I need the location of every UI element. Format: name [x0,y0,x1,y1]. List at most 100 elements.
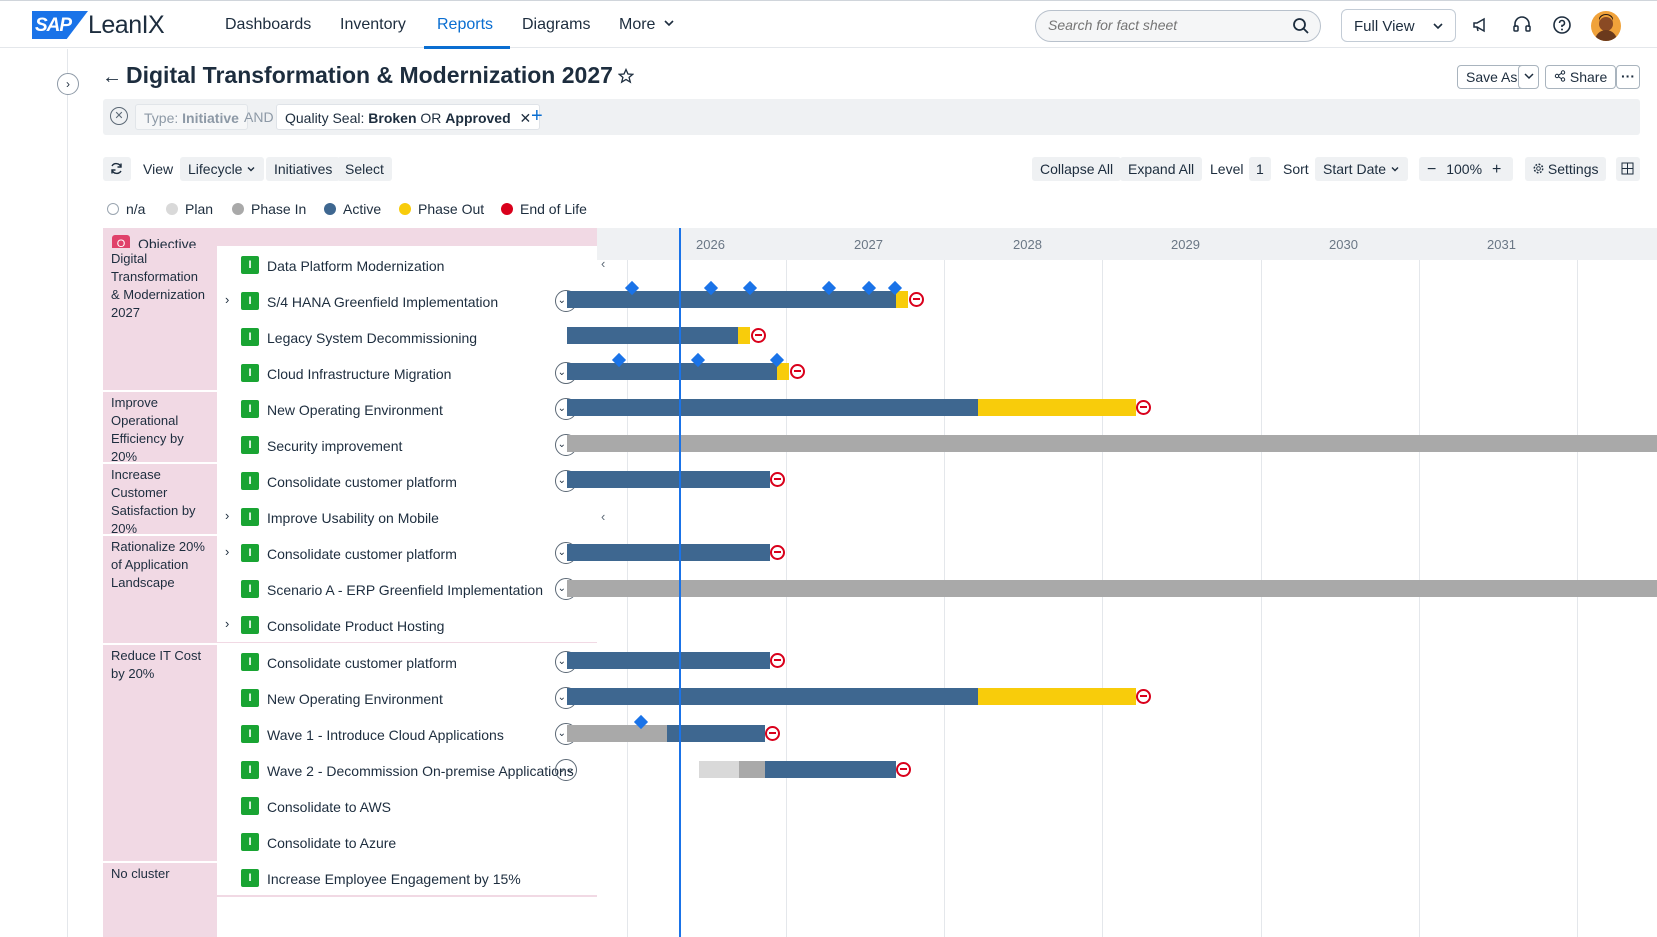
collapse-left-icon[interactable]: ‹ [601,509,606,524]
search-icon[interactable] [1292,17,1310,35]
initiative-row[interactable]: I Legacy System Decommissioning [217,318,597,356]
initiative-row[interactable]: › I S/4 HANA Greenfield Implementation ⌄⌄ [217,282,597,320]
lifecycle-bar-active[interactable] [567,363,777,380]
initiative-row[interactable]: I New Operating Environment ⌄⌄ [217,390,597,428]
headset-icon[interactable] [1511,14,1533,36]
lifecycle-bar-active[interactable] [567,688,978,705]
initiative-name[interactable]: New Operating Environment [267,691,443,707]
initiative-name[interactable]: Security improvement [267,438,403,454]
back-arrow-icon[interactable]: ← [102,66,122,88]
initiative-name[interactable]: Increase Employee Engagement by 15% [267,871,521,887]
initiative-name[interactable]: Consolidate to AWS [267,799,391,815]
lifecycle-bar-active[interactable] [567,544,770,561]
search-box[interactable] [1035,10,1321,42]
settings-button[interactable]: Settings [1525,157,1607,181]
add-filter-icon[interactable]: + [531,105,543,127]
lifecycle-bar-phase-out[interactable] [777,363,789,380]
lifecycle-bar-phase-in[interactable] [567,580,1657,597]
expand-row-icon[interactable]: › [225,292,230,307]
collapse-left-icon[interactable]: ‹ [601,256,606,271]
refresh-button[interactable] [103,157,131,181]
initiative-row[interactable]: › I Consolidate Product Hosting [217,606,597,644]
initiative-row[interactable]: I Wave 1 - Introduce Cloud Applications ⌄⌄ [217,715,597,753]
initiative-row[interactable]: I Consolidate customer platform ⌄⌄ [217,462,597,500]
initiative-row[interactable]: I Consolidate to AWS [217,787,597,825]
filter-chip-quality-seal[interactable]: Quality Seal: Broken OR Approved ✕ [276,104,541,130]
share-button[interactable]: Share [1545,65,1617,89]
initiative-name[interactable]: S/4 HANA Greenfield Implementation [267,294,499,310]
initiative-row[interactable]: I Data Platform Modernization [217,246,597,284]
initiative-name[interactable]: Consolidate customer platform [267,546,457,562]
leanix-logo[interactable]: LeanIX [88,11,165,39]
initiative-name[interactable]: Wave 1 - Introduce Cloud Applications [267,727,504,743]
lifecycle-bar-phase-out[interactable] [738,327,750,344]
view-lifecycle-select[interactable]: Lifecycle [180,157,265,181]
initiative-name[interactable]: Legacy System Decommissioning [267,330,478,346]
view-mode-select[interactable]: Full View [1341,9,1456,42]
collapse-all-button[interactable]: Collapse All [1032,157,1122,181]
initiative-row[interactable]: › I Improve Usability on Mobile [217,498,597,536]
level-value[interactable]: 1 [1249,157,1271,181]
initiative-row[interactable]: I Consolidate customer platform ⌄⌄ [217,643,597,681]
megaphone-icon[interactable] [1470,14,1492,36]
initiative-name[interactable]: Consolidate to Azure [267,835,397,851]
nav-inventory[interactable]: Inventory [340,16,406,33]
lifecycle-bar-active[interactable] [567,291,896,308]
remove-filter-icon[interactable]: ✕ [519,110,532,126]
initiative-name[interactable]: Data Platform Modernization [267,258,445,274]
zoom-in-button[interactable]: + [1491,161,1502,178]
initiative-row[interactable]: I New Operating Environment ⌄⌄ [217,679,597,717]
lifecycle-bar-phase-out[interactable] [978,399,1136,416]
initiative-row[interactable]: I Cloud Infrastructure Migration ⌄⌄ [217,354,597,392]
layout-grid-button[interactable] [1616,157,1640,181]
initiative-row[interactable]: I Consolidate to Azure [217,823,597,861]
expand-row-icon[interactable]: › [225,544,230,559]
initiative-row[interactable]: I Increase Employee Engagement by 15% [217,859,597,897]
sap-logo[interactable]: SAP [32,11,88,39]
lifecycle-bar-active[interactable] [567,327,738,344]
initiative-row[interactable]: › I Consolidate customer platform ⌄⌄ [217,534,597,572]
lifecycle-bar-active[interactable] [567,399,978,416]
favorite-star-icon[interactable] [618,68,634,84]
select-button[interactable]: Select [337,157,392,181]
save-as-dropdown-button[interactable] [1518,65,1539,89]
more-options-button[interactable]: ··· [1616,65,1640,89]
initiative-name[interactable]: Improve Usability on Mobile [267,510,439,526]
initiative-name[interactable]: Cloud Infrastructure Migration [267,366,452,382]
initiative-name[interactable]: Consolidate customer platform [267,474,457,490]
initiative-row[interactable]: I Wave 2 - Decommission On-premise Applic… [217,751,597,789]
avatar[interactable] [1591,11,1621,41]
expand-sidebar-button[interactable]: › [57,73,79,95]
nav-diagrams[interactable]: Diagrams [522,16,591,33]
nav-reports[interactable]: Reports [437,16,494,33]
initiative-row[interactable]: I Scenario A - ERP Greenfield Implementat… [217,570,597,608]
expand-row-icon[interactable]: › [225,616,230,631]
search-input[interactable] [1048,17,1288,33]
initiative-row[interactable]: I Security improvement ⌄⌄ [217,426,597,464]
clear-filters-icon[interactable]: ✕ [110,107,128,125]
lifecycle-bar-phase-in[interactable] [567,435,1657,452]
initiatives-button[interactable]: Initiatives [266,157,341,181]
initiative-name[interactable]: Consolidate customer platform [267,655,457,671]
initiative-name[interactable]: Scenario A - ERP Greenfield Implementati… [267,582,544,598]
lifecycle-bar-phase-in[interactable] [567,725,667,742]
initiative-name[interactable]: Consolidate Product Hosting [267,618,445,634]
double-chevron-down-icon[interactable]: ⌄⌄ [555,759,577,781]
save-as-button[interactable]: Save As [1457,65,1527,89]
expand-row-icon[interactable]: › [225,508,230,523]
help-icon[interactable] [1551,14,1573,36]
lifecycle-bar-phase-in[interactable] [739,761,765,778]
lifecycle-bar-phase-out[interactable] [978,688,1136,705]
lifecycle-bar-active[interactable] [667,725,765,742]
sort-select[interactable]: Start Date [1315,157,1408,181]
nav-more[interactable]: More [619,16,675,34]
lifecycle-bar-plan[interactable] [699,761,739,778]
lifecycle-bar-phase-out[interactable] [896,291,908,308]
expand-all-button[interactable]: Expand All [1120,157,1203,181]
initiative-name[interactable]: Wave 2 - Decommission On-premise Applica… [267,763,574,779]
lifecycle-bar-active[interactable] [567,471,770,488]
filter-chip-type[interactable]: Type: Initiative [135,104,248,130]
zoom-out-button[interactable]: − [1427,161,1437,178]
lifecycle-bar-active[interactable] [567,652,770,669]
initiative-name[interactable]: New Operating Environment [267,402,443,418]
